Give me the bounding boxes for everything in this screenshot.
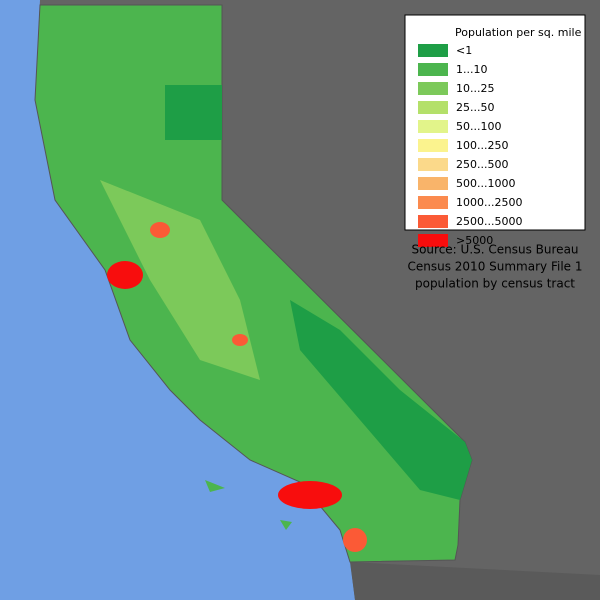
legend-label: <1 (456, 44, 472, 57)
island (280, 520, 292, 530)
mexico (350, 562, 600, 600)
source-line: Census 2010 Summary File 1 (408, 260, 583, 274)
island (205, 480, 225, 492)
legend-swatch (418, 215, 448, 228)
source-line: Source: U.S. Census Bureau (411, 243, 578, 257)
legend-label: 500...1000 (456, 177, 515, 190)
source-line: population by census tract (415, 277, 575, 291)
legend-swatch (418, 139, 448, 152)
legend-label: 10...25 (456, 82, 494, 95)
legend-swatch (418, 120, 448, 133)
legend-swatch (418, 234, 448, 247)
source-note: Source: U.S. Census Bureau Census 2010 Su… (408, 243, 583, 291)
fresno (232, 334, 248, 346)
legend-swatch (418, 44, 448, 57)
legend-label: 2500...5000 (456, 215, 522, 228)
legend-label: 250...500 (456, 158, 508, 171)
legend-swatch (418, 196, 448, 209)
legend-swatch (418, 82, 448, 95)
legend-label: 50...100 (456, 120, 501, 133)
legend-swatch (418, 158, 448, 171)
legend-swatch (418, 63, 448, 76)
los-angeles (278, 481, 342, 509)
desert-region (290, 300, 472, 500)
legend-label: 100...250 (456, 139, 508, 152)
legend-swatch (418, 101, 448, 114)
sacramento (150, 222, 170, 238)
bay-area (107, 261, 143, 289)
legend-label: >5000 (456, 234, 493, 247)
legend-label: 1...10 (456, 63, 488, 76)
legend-title: Population per sq. mile (455, 26, 582, 39)
legend-label: 1000...2500 (456, 196, 522, 209)
legend-label: 25...50 (456, 101, 494, 114)
central-valley (100, 180, 260, 380)
legend-swatch (418, 177, 448, 190)
legend-items: <1 1...10 10...25 25...50 50...100 100...250 2… (418, 44, 522, 247)
san-diego (343, 528, 367, 552)
northeast-region (165, 85, 222, 140)
